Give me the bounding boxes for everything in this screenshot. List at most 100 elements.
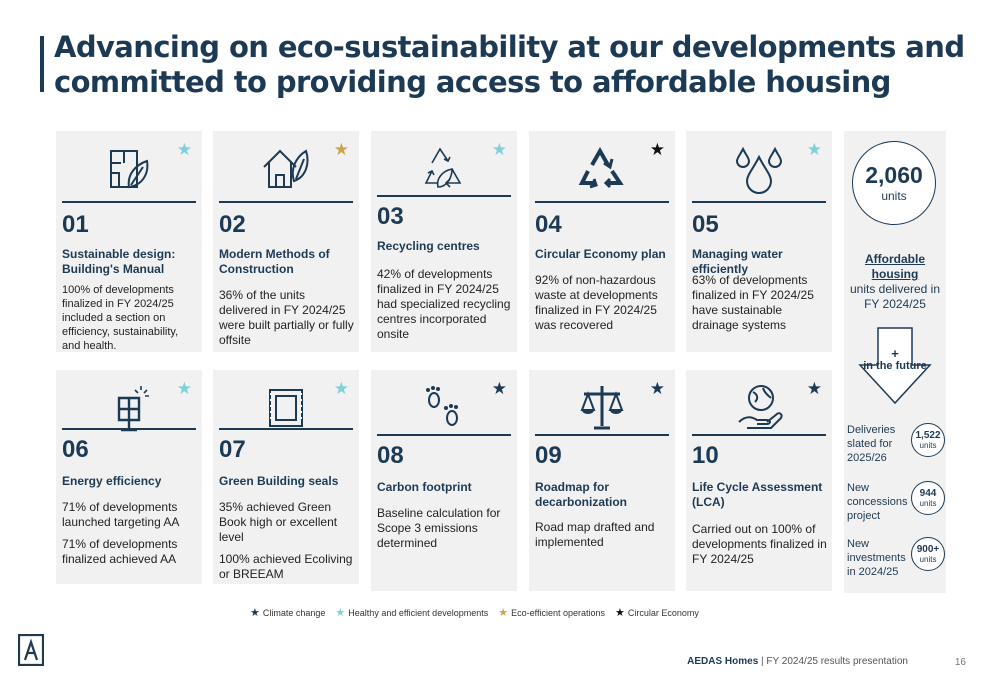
card-title: Life Cycle Assessment (LCA) — [692, 480, 823, 509]
star-icon: ★ — [498, 607, 509, 619]
card-title: Carbon footprint — [377, 480, 472, 494]
star-icon: ★ — [335, 607, 346, 619]
card-title: Modern Methods of Construction — [219, 247, 330, 276]
building-leaf-icon — [101, 141, 157, 197]
row-label: Deliveries slated for 2025/26 — [847, 424, 896, 464]
affordable-housing-caption: Affordable housing units delivered in FY… — [844, 252, 946, 312]
card-divider — [692, 434, 826, 436]
legend-label: Healthy and efficient developments — [348, 608, 489, 618]
card-body-paragraph: 71% of developments launched targeting A… — [62, 500, 180, 529]
card-body-paragraph: Road map drafted and implemented — [535, 520, 655, 549]
card-body-paragraph: 100% achieved Ecoliving or BREEAM — [219, 552, 353, 581]
globe-hand-icon — [731, 380, 787, 436]
row-label: New concessions project — [847, 482, 908, 522]
card-divider — [535, 201, 669, 203]
star-icon: ★ — [176, 140, 192, 159]
card-body: 92% of non-hazardous waste at developmen… — [535, 273, 671, 340]
arrow-label: in the future — [863, 360, 927, 372]
legend-label: Climate change — [262, 608, 326, 618]
initiative-card-04: ★ 04 Circular Economy plan 92% of non-hazar… — [529, 131, 675, 352]
arrow-text: + in the future — [858, 347, 932, 373]
card-title: Green Building seals — [219, 474, 339, 488]
big-number: 2,060 — [865, 162, 923, 188]
card-divider — [535, 434, 669, 436]
card-body: 100% of developments finalized in FY 202… — [62, 283, 198, 360]
future-units-row: Deliveries slated for 2025/26 1,522 units — [847, 423, 945, 465]
footer-brand: AEDAS Homes — [687, 656, 759, 667]
card-body: Carried out on 100% of developments fina… — [692, 522, 828, 574]
card-body: 63% of developments finalized in FY 2024… — [692, 273, 828, 340]
big-units: units — [881, 189, 907, 203]
seal-stamp-icon — [258, 380, 314, 436]
footprints-icon — [416, 380, 472, 436]
card-body-paragraph: 35% achieved Green Book high or excellen… — [219, 500, 338, 544]
card-number: 07 — [219, 436, 246, 463]
page-title: Advancing on eco-sustainability at our d… — [54, 30, 965, 99]
initiative-card-03: ★ 03 Recycling centres 42% of developments … — [371, 131, 517, 352]
recycle-leaf-icon — [416, 141, 472, 197]
pill-value: 944 — [919, 488, 937, 499]
card-number: 01 — [62, 211, 89, 238]
initiative-card-09: ★ 09 Roadmap for decarbonization Road map d… — [529, 370, 675, 591]
star-icon: ★ — [806, 379, 822, 398]
initiative-card-07: ★ 07 Green Building seals 35% achieved Gree… — [213, 370, 359, 584]
star-icon: ★ — [491, 140, 507, 159]
card-divider — [692, 201, 826, 203]
legend-label: Circular Economy — [627, 608, 699, 618]
card-title: Managing water efficiently — [692, 247, 783, 276]
arrow-plus: + — [891, 346, 899, 361]
card-number: 02 — [219, 211, 246, 238]
arrow-down-icon — [858, 327, 932, 405]
affordable-housing-title: Affordable housing — [865, 252, 925, 281]
card-title: Energy efficiency — [62, 474, 162, 488]
initiative-card-02: ★ 02 Modern Methods of Construction 36% of … — [213, 131, 359, 352]
star-icon: ★ — [806, 140, 822, 159]
card-number: 05 — [692, 211, 719, 238]
pill-value: 900+ — [916, 544, 940, 555]
card-body-paragraph: 36% of the units delivered in FY 2024/25… — [219, 288, 354, 347]
pill-value: 1,522 — [915, 430, 941, 441]
units-circle: 2,060 units — [852, 141, 936, 225]
initiative-card-01: ★ 01 Sustainable design: Building's Manual… — [56, 131, 202, 352]
initiative-card-08: ★ 08 Carbon footprint Baseline calculation … — [371, 370, 517, 591]
future-units-row: New concessions project 944 units — [847, 481, 945, 523]
star-icon: ★ — [491, 379, 507, 398]
card-body-paragraph: 42% of developments finalized in FY 2024… — [377, 267, 511, 341]
card-number: 08 — [377, 442, 404, 469]
pill-unit: units — [919, 441, 937, 450]
card-divider — [377, 195, 511, 197]
scales-icon — [574, 380, 630, 436]
star-icon: ★ — [649, 379, 665, 398]
future-units-row: New investments in 2024/25 900+ units — [847, 537, 945, 579]
water-drops-icon — [731, 141, 787, 197]
card-body: 42% of developments finalized in FY 2024… — [377, 267, 513, 349]
recycle-icon — [574, 141, 630, 197]
card-title: Recycling centres — [377, 239, 480, 253]
units-pill: 900+ units — [911, 537, 945, 571]
card-divider — [62, 428, 196, 430]
title-accent-bar — [40, 36, 44, 92]
card-divider — [377, 434, 511, 436]
star-icon: ★ — [333, 379, 349, 398]
card-body-paragraph: Carried out on 100% of developments fina… — [692, 522, 827, 566]
card-body-paragraph: 92% of non-hazardous waste at developmen… — [535, 273, 658, 332]
card-title: Roadmap for decarbonization — [535, 480, 628, 509]
units-pill: 1,522 units — [911, 423, 945, 457]
affordable-housing-panel: 2,060 units Affordable housing units del… — [844, 131, 946, 593]
pill-unit: units — [919, 499, 937, 508]
card-divider — [62, 201, 196, 203]
solar-panel-icon — [101, 380, 157, 436]
card-body: Road map drafted and implemented — [535, 520, 671, 557]
legend-label: Eco-efficient operations — [511, 608, 605, 618]
units-pill: 944 units — [911, 481, 945, 515]
card-body-paragraph: 100% of developments finalized in FY 202… — [62, 284, 179, 352]
star-icon: ★ — [649, 140, 665, 159]
page-number: 16 — [954, 657, 966, 668]
card-body-paragraph: 63% of developments finalized in FY 2024… — [692, 273, 814, 332]
card-divider — [219, 201, 353, 203]
pill-unit: units — [919, 555, 937, 564]
card-title: Circular Economy plan — [535, 247, 666, 261]
card-number: 03 — [377, 203, 404, 230]
initiative-card-10: ★ 10 Life Cycle Assessment (LCA) Carried ou… — [686, 370, 832, 591]
card-body-paragraph: 71% of developments finalized achieved A… — [62, 537, 178, 566]
